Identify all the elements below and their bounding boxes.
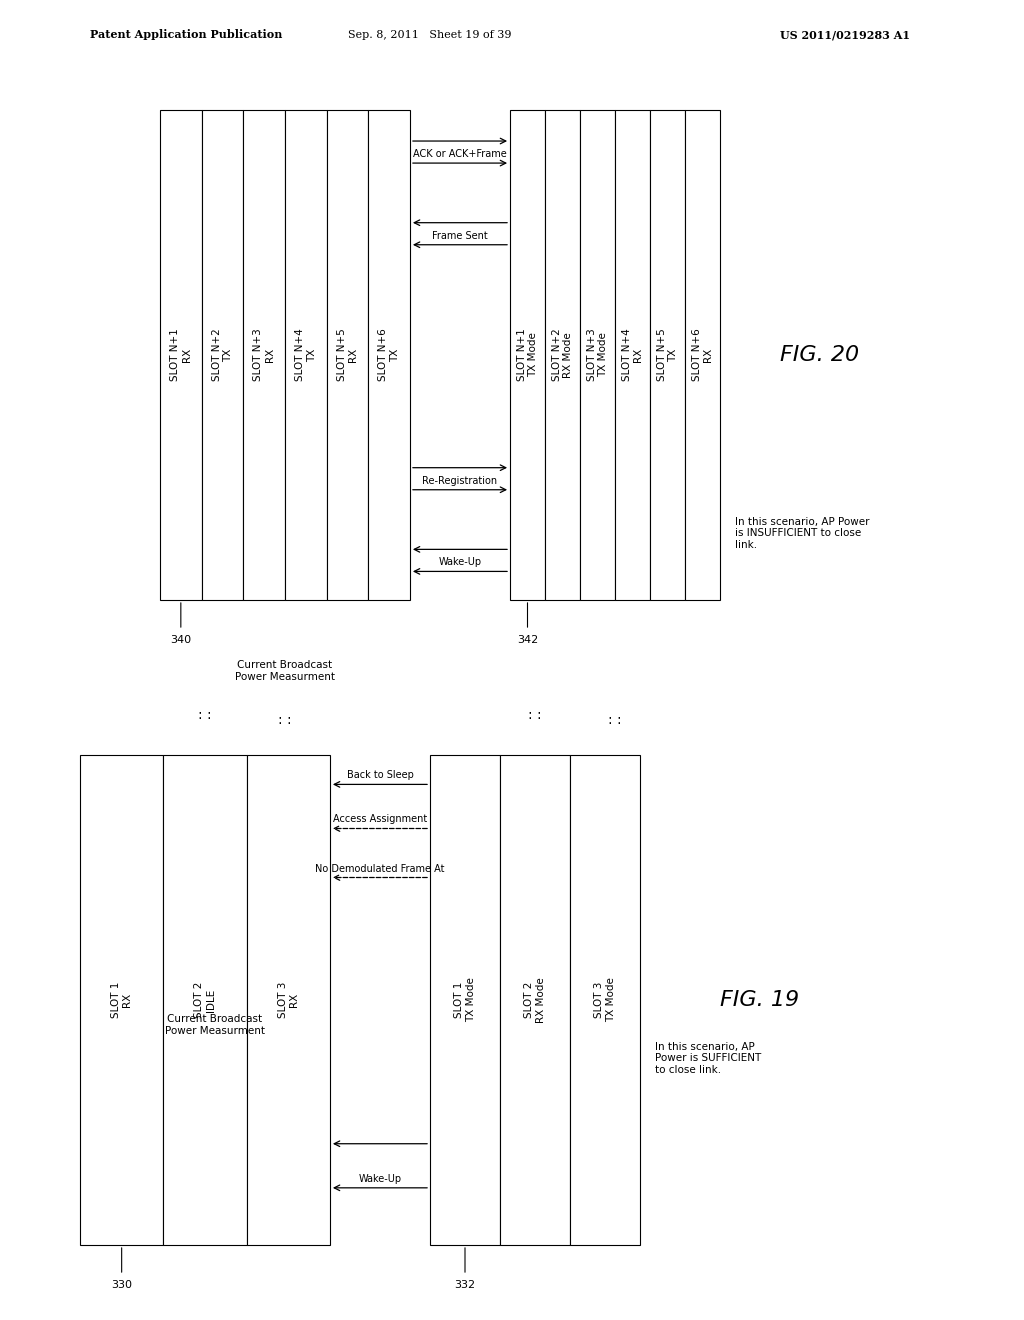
Text: No Demodulated Frame At: No Demodulated Frame At	[315, 863, 444, 874]
Bar	[80, 755, 164, 1245]
Bar	[285, 110, 327, 601]
Text: SLOT N+5
RX: SLOT N+5 RX	[337, 329, 358, 381]
Bar	[685, 110, 720, 601]
Text: Re-Registration: Re-Registration	[423, 475, 498, 486]
Text: 332: 332	[455, 1280, 475, 1290]
Bar	[545, 110, 580, 601]
Text: Patent Application Publication: Patent Application Publication	[90, 29, 283, 41]
Bar	[500, 755, 570, 1245]
Text: SLOT N+1
TX Mode: SLOT N+1 TX Mode	[517, 329, 539, 381]
Text: In this scenario, AP
Power is SUFFICIENT
to close link.: In this scenario, AP Power is SUFFICIENT…	[655, 1041, 761, 1074]
Text: Back to Sleep: Back to Sleep	[346, 771, 414, 780]
Text: US 2011/0219283 A1: US 2011/0219283 A1	[780, 29, 910, 41]
Text: : :: : :	[199, 708, 212, 722]
Bar	[570, 755, 640, 1245]
Text: Frame Sent: Frame Sent	[432, 231, 487, 240]
Bar	[160, 110, 202, 601]
Text: 330: 330	[112, 1280, 132, 1290]
Bar	[247, 755, 330, 1245]
Text: Sep. 8, 2011   Sheet 19 of 39: Sep. 8, 2011 Sheet 19 of 39	[348, 30, 512, 40]
Text: Wake-Up: Wake-Up	[438, 557, 481, 568]
Text: SLOT N+4
RX: SLOT N+4 RX	[622, 329, 643, 381]
Text: SLOT N+5
TX: SLOT N+5 TX	[656, 329, 678, 381]
Bar	[650, 110, 685, 601]
Bar	[510, 110, 545, 601]
Bar	[580, 110, 615, 601]
Text: SLOT 3
RX: SLOT 3 RX	[278, 982, 299, 1018]
Text: SLOT N+4
TX: SLOT N+4 TX	[295, 329, 316, 381]
Text: FIG. 20: FIG. 20	[780, 345, 859, 366]
Bar	[615, 110, 650, 601]
Text: Wake-Up: Wake-Up	[358, 1173, 401, 1184]
Bar	[164, 755, 247, 1245]
Text: SLOT N+6
RX: SLOT N+6 RX	[691, 329, 714, 381]
Text: SLOT N+1
RX: SLOT N+1 RX	[170, 329, 191, 381]
Text: 342: 342	[517, 635, 539, 645]
Text: SLOT N+2
TX: SLOT N+2 TX	[212, 329, 233, 381]
Text: Access Assignment: Access Assignment	[333, 814, 427, 825]
Text: ACK or ACK+Frame: ACK or ACK+Frame	[413, 149, 507, 160]
Text: Current Broadcast
Power Measurment: Current Broadcast Power Measurment	[165, 1014, 265, 1036]
Text: SLOT 1
RX: SLOT 1 RX	[111, 982, 132, 1018]
Text: : :: : :	[279, 713, 292, 727]
Text: SLOT 2
IDLE: SLOT 2 IDLE	[195, 982, 216, 1018]
Bar	[327, 110, 369, 601]
Bar	[244, 110, 285, 601]
Text: Current Broadcast
Power Measurment: Current Broadcast Power Measurment	[234, 660, 335, 681]
Text: SLOT N+6
TX: SLOT N+6 TX	[378, 329, 400, 381]
Text: SLOT 1
TX Mode: SLOT 1 TX Mode	[455, 978, 476, 1023]
Text: : :: : :	[528, 708, 542, 722]
Text: In this scenario, AP Power
is INSUFFICIENT to close
link.: In this scenario, AP Power is INSUFFICIE…	[735, 517, 869, 550]
Text: SLOT 3
TX Mode: SLOT 3 TX Mode	[594, 978, 615, 1023]
Bar	[202, 110, 244, 601]
Bar	[430, 755, 500, 1245]
Text: FIG. 19: FIG. 19	[721, 990, 800, 1010]
Text: SLOT 2
RX Mode: SLOT 2 RX Mode	[524, 977, 546, 1023]
Text: SLOT N+3
RX: SLOT N+3 RX	[253, 329, 275, 381]
Text: SLOT N+2
RX Mode: SLOT N+2 RX Mode	[552, 329, 573, 381]
Text: 340: 340	[170, 635, 191, 645]
Text: : :: : :	[608, 713, 622, 727]
Bar	[369, 110, 410, 601]
Text: SLOT N+3
TX Mode: SLOT N+3 TX Mode	[587, 329, 608, 381]
